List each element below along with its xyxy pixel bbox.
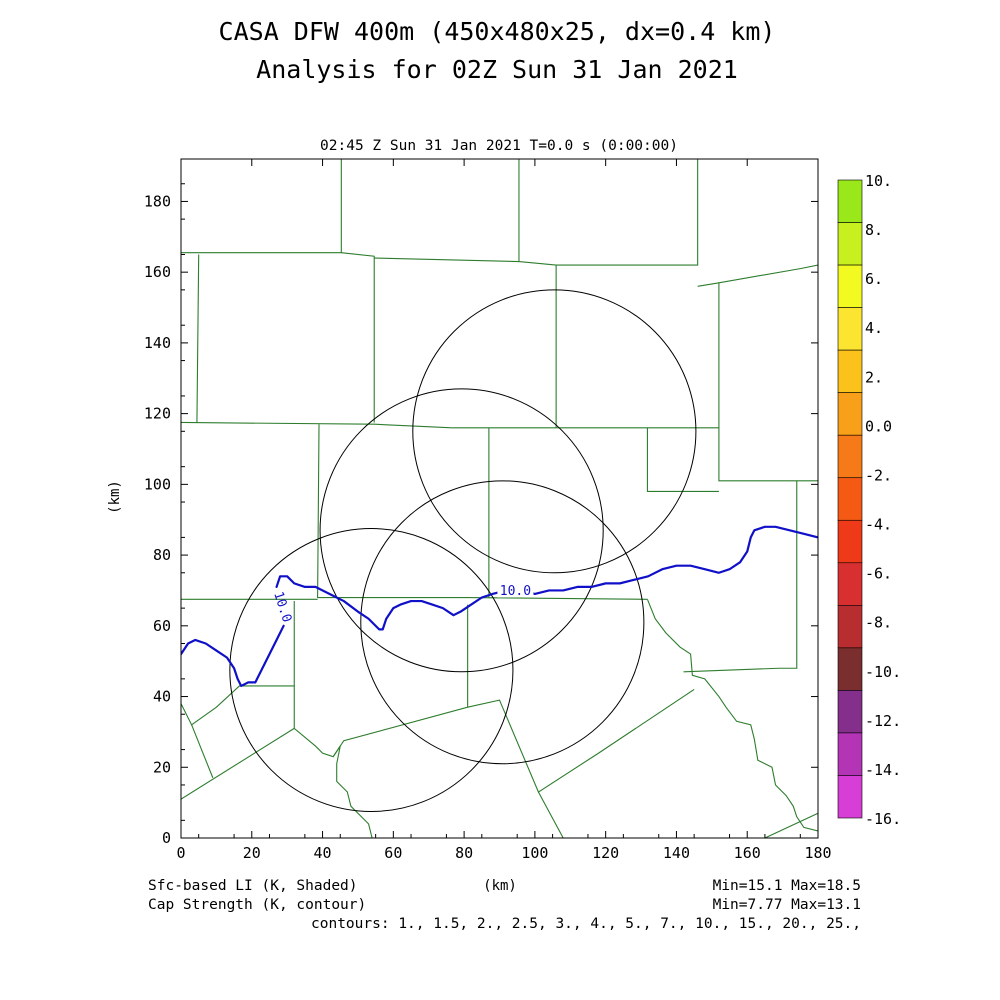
colorbar-label-13: -16. xyxy=(865,810,901,828)
county-boundary-1 xyxy=(341,252,375,423)
county-boundary-10 xyxy=(317,424,648,600)
county-boundary-21 xyxy=(191,724,214,779)
y-tick-label-4: 80 xyxy=(153,546,171,564)
x-tick-label-7: 140 xyxy=(663,844,690,862)
plot-frame xyxy=(180,158,819,839)
x-tick-label-3: 60 xyxy=(384,844,402,862)
shaded-field-label: Sfc-based LI (K, Shaded) xyxy=(148,878,358,894)
colorbar-label-9: -8. xyxy=(865,614,892,632)
colorbar-swatch-3 xyxy=(837,307,863,351)
y-tick-label-5: 100 xyxy=(144,475,171,493)
county-boundary-23 xyxy=(764,812,818,838)
county-boundary-22 xyxy=(537,791,564,838)
county-boundary-19 xyxy=(293,685,373,838)
colorbar-swatch-10 xyxy=(837,605,863,649)
contour-range: Min=7.77 Max=13.1 xyxy=(713,897,861,913)
y-tick-label-6: 120 xyxy=(144,405,171,423)
county-boundary-20 xyxy=(181,727,295,800)
contour-line-1 xyxy=(275,525,818,631)
colorbar-label-6: -2. xyxy=(865,466,892,484)
x-axis-label: (km) xyxy=(483,878,517,894)
chart-title-line2: Analysis for 02Z Sun 31 Jan 2021 xyxy=(256,55,738,84)
county-boundary-2 xyxy=(181,421,452,429)
colorbar-swatch-12 xyxy=(837,690,863,734)
axes: 0 20 40 60 80 100 120 140 160 180 0 20 40 60 80 100 120 1… xyxy=(144,159,832,862)
colorbar-swatch-7 xyxy=(837,477,863,521)
radar-range-ring-0 xyxy=(412,289,697,574)
county-boundary-14 xyxy=(646,599,818,832)
colorbar-swatch-9 xyxy=(837,562,863,606)
y-axis-label: (km) xyxy=(107,480,123,514)
county-boundary-18 xyxy=(181,601,295,726)
plot-area: 10.0 10.0 xyxy=(180,158,819,839)
county-boundary-12 xyxy=(646,427,719,492)
contour-label-0: 10.0 xyxy=(500,584,531,599)
radar-range-ring-1 xyxy=(319,388,604,673)
y-tick-label-0: 0 xyxy=(162,829,171,847)
x-tick-label-6: 120 xyxy=(592,844,619,862)
shaded-range: Min=15.1 Max=18.5 xyxy=(713,878,861,894)
x-tick-label-4: 80 xyxy=(455,844,473,862)
colorbar-label-7: -4. xyxy=(865,516,892,534)
colorbar-swatch-13 xyxy=(837,732,863,776)
x-tick-label-1: 20 xyxy=(243,844,261,862)
colorbar-label-3: 4. xyxy=(865,319,883,337)
y-tick-label-7: 140 xyxy=(144,334,171,352)
colorbar-swatch-8 xyxy=(837,519,863,564)
colorbar-label-5: 0.0 xyxy=(865,417,892,435)
colorbar-swatch-11 xyxy=(837,647,863,691)
county-boundary-9 xyxy=(451,427,818,482)
colorbar-label-11: -12. xyxy=(865,712,901,730)
y-tick-label-1: 20 xyxy=(153,758,171,776)
colorbar-label-0: 10. xyxy=(865,172,892,190)
colorbar-swatch-14 xyxy=(837,775,863,819)
county-boundary-6 xyxy=(196,254,200,423)
chart-title-line1: CASA DFW 400m (450x480x25, dx=0.4 km) xyxy=(219,17,776,46)
plot-subtitle: 02:45 Z Sun 31 Jan 2021 T=0.0 s (0:00:00… xyxy=(320,138,678,154)
colorbar-label-10: -10. xyxy=(865,663,901,681)
x-tick-label-9: 180 xyxy=(804,844,831,862)
radar-range-ring-2 xyxy=(360,480,645,765)
y-tick-label-8: 160 xyxy=(144,263,171,281)
contour-field-label: Cap Strength (K, contour) xyxy=(148,897,366,913)
county-boundary-15 xyxy=(683,480,798,673)
colorbar-label-2: 6. xyxy=(865,270,883,288)
x-tick-label-0: 0 xyxy=(176,844,185,862)
y-tick-label-2: 40 xyxy=(153,688,171,706)
contour-label-1: 10.0 xyxy=(270,590,294,624)
x-tick-label-8: 160 xyxy=(734,844,761,862)
county-boundary-16 xyxy=(467,689,695,793)
y-tick-label-3: 60 xyxy=(153,617,171,635)
county-boundary-3 xyxy=(374,159,699,266)
colorbar-label-12: -14. xyxy=(865,761,901,779)
colorbar-label-4: 2. xyxy=(865,368,883,386)
colorbar-swatch-4 xyxy=(837,349,863,393)
colorbar-label-1: 8. xyxy=(865,221,883,239)
county-boundary-17 xyxy=(332,604,469,757)
county-boundary-7 xyxy=(697,264,818,287)
contour-levels: contours: 1., 1.5, 2., 2.5, 3., 4., 5., … xyxy=(311,916,861,932)
colorbar-swatch-1 xyxy=(837,222,863,266)
y-tick-label-9: 180 xyxy=(144,192,171,210)
contour-line-0 xyxy=(181,624,285,688)
colorbar-swatch-5 xyxy=(837,392,863,436)
county-boundary-0 xyxy=(181,159,342,254)
colorbar-label-8: -6. xyxy=(865,565,892,583)
colorbar: 10. 8. 6. 4. 2. 0.0 -2. -4. -6. -8. -10. -12. -14. -1… xyxy=(837,172,901,828)
radar-range-ring-3 xyxy=(229,528,514,812)
colorbar-swatch-6 xyxy=(837,434,863,479)
colorbar-swatch-2 xyxy=(837,264,863,308)
x-tick-label-5: 100 xyxy=(521,844,548,862)
colorbar-swatch-0 xyxy=(837,179,863,223)
x-tick-label-2: 40 xyxy=(314,844,332,862)
